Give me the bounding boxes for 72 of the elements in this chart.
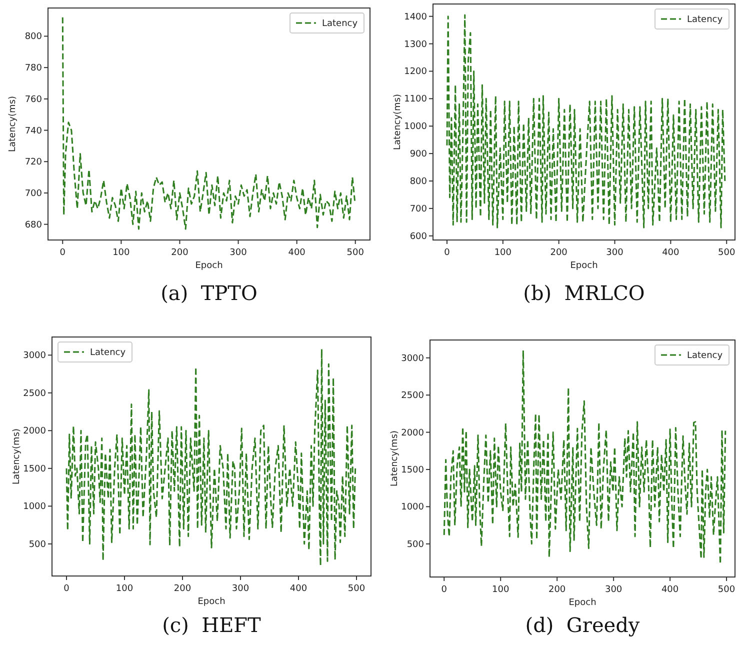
legend-label: Latency (687, 15, 724, 25)
text: (d) Greedy (525, 613, 640, 637)
x-tick-label: 200 (171, 248, 189, 258)
x-tick-label: 400 (661, 585, 679, 595)
x-tick-label: 400 (288, 248, 306, 258)
y-tick-label: 800 (410, 177, 428, 187)
y-tick-label: 1400 (404, 12, 428, 22)
legend-label: Latency (322, 19, 358, 29)
y-axis-title: Latency(ms) (8, 96, 18, 152)
x-tick-label: 500 (718, 585, 736, 595)
y-tick-label: 1500 (401, 465, 424, 476)
x-tick-label: 500 (346, 248, 364, 258)
line-series (66, 348, 356, 567)
x-tick-label: 200 (548, 585, 566, 595)
x-tick-label: 300 (604, 585, 622, 595)
y-tick-label: 500 (28, 540, 46, 550)
y-tick-label: 3000 (23, 351, 46, 362)
x-tick-label: 0 (60, 248, 66, 258)
legend-label: Latency (687, 351, 724, 361)
x-tick-label: 400 (662, 248, 680, 258)
y-axis-title: Latency(ms) (393, 94, 403, 150)
y-tick-label: 2500 (401, 391, 424, 402)
text: (b) MRLCO (523, 281, 645, 305)
y-tick-label: 1500 (23, 464, 46, 474)
y-tick-label: 1300 (404, 40, 428, 50)
x-tick-label: 500 (348, 584, 366, 594)
y-tick-label: 700 (24, 188, 42, 199)
y-tick-label: 700 (410, 204, 428, 214)
x-tick-label: 100 (116, 584, 134, 594)
y-tick-label: 800 (24, 32, 42, 42)
y-tick-label: 1100 (404, 94, 428, 105)
legend-label: Latency (90, 348, 126, 358)
x-tick-label: 100 (494, 248, 512, 258)
y-tick-label: 900 (410, 150, 428, 160)
y-tick-label: 780 (24, 64, 42, 74)
x-tick-label: 400 (290, 584, 308, 594)
x-tick-label: 200 (550, 248, 568, 258)
x-axis-title: Epoch (568, 598, 596, 608)
y-tick-label: 2500 (23, 388, 46, 399)
y-axis-title: Latency(ms) (12, 428, 22, 485)
x-tick-label: 500 (718, 248, 736, 258)
y-axis-title: Latency(ms) (390, 430, 400, 487)
y-tick-label: 1000 (401, 502, 424, 513)
x-axis-title: Epoch (198, 597, 226, 607)
y-tick-label: 2000 (401, 428, 424, 438)
x-tick-label: 100 (492, 585, 510, 595)
y-tick-label: 1200 (404, 67, 428, 78)
x-tick-label: 300 (232, 584, 250, 594)
x-tick-label: 0 (441, 585, 448, 595)
x-tick-label: 0 (444, 248, 450, 258)
x-tick-label: 300 (606, 248, 624, 258)
x-axis-title: Epoch (570, 261, 598, 271)
y-tick-label: 600 (410, 232, 428, 242)
y-tick-label: 500 (406, 540, 424, 550)
y-tick-label: 1000 (23, 502, 46, 512)
x-tick-label: 300 (230, 248, 248, 258)
y-tick-label: 760 (24, 94, 42, 105)
y-tick-label: 2000 (23, 426, 46, 437)
y-tick-label: 3000 (401, 354, 424, 364)
y-tick-label: 720 (24, 158, 42, 168)
y-tick-label: 680 (24, 220, 42, 230)
text: (a) TPTO (160, 281, 258, 305)
x-tick-label: 100 (112, 248, 130, 258)
y-tick-label: 740 (24, 126, 42, 136)
x-tick-label: 200 (174, 584, 192, 594)
line-series (443, 350, 726, 565)
y-tick-label: 1000 (404, 122, 428, 132)
text: (c) HEFT (162, 613, 262, 637)
line-series (446, 14, 726, 228)
x-axis-title: Epoch (195, 261, 223, 271)
line-series (62, 16, 356, 230)
x-tick-label: 0 (64, 584, 70, 594)
